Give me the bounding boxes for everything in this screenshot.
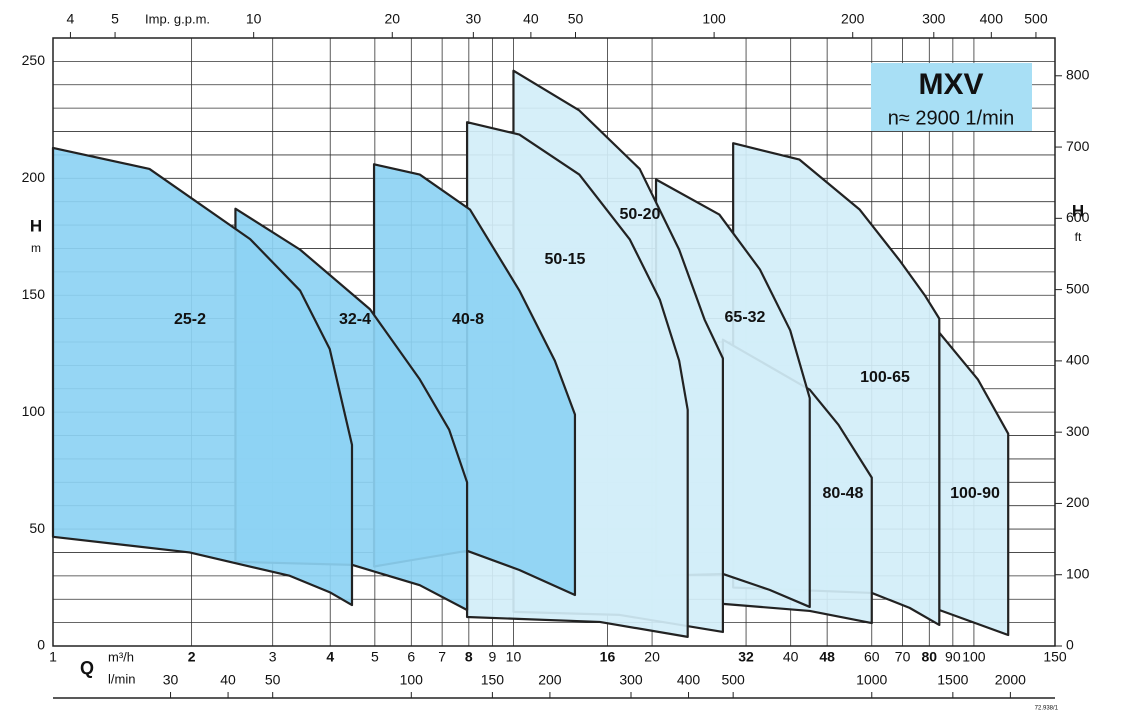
- y2-tick-label: 0: [1066, 637, 1074, 653]
- x2-tick-label: 50: [265, 672, 281, 688]
- x-tick-label: 6: [407, 649, 415, 665]
- x2-tick-label: 200: [538, 672, 562, 688]
- x-tick-label: 7: [438, 649, 446, 665]
- region-label: 40-8: [452, 311, 484, 328]
- x2-tick-label: 150: [481, 672, 505, 688]
- region-label: 100-65: [860, 369, 910, 386]
- x3-tick-label: 10: [246, 11, 262, 27]
- region-label: 80-48: [823, 485, 864, 502]
- x3-tick-label: 4: [67, 11, 75, 27]
- x2-tick-label: 100: [400, 672, 424, 688]
- x-tick-label: 5: [371, 649, 379, 665]
- y2-tick-label: 700: [1066, 138, 1090, 154]
- x-tick-label: 1: [49, 649, 57, 665]
- y2-label: H: [1072, 201, 1084, 220]
- region-label: 50-15: [545, 251, 586, 268]
- y2-tick-label: 100: [1066, 565, 1090, 581]
- x2-tick-label: 400: [677, 672, 701, 688]
- x3-tick-label: 300: [922, 11, 946, 27]
- y-tick-label: 50: [29, 520, 45, 536]
- y2-tick-label: 800: [1066, 66, 1090, 82]
- x-tick-label: 48: [819, 649, 835, 665]
- x-tick-label: 3: [269, 649, 277, 665]
- x2-tick-label: 40: [220, 672, 236, 688]
- x3-tick-label: 5: [111, 11, 119, 27]
- pump-region: [938, 331, 1010, 637]
- x-tick-label: 90: [945, 649, 961, 665]
- x-tick-label: 16: [600, 649, 616, 665]
- chart-subtitle: n≈ 2900 1/min: [888, 107, 1015, 129]
- x-unit: m³/h: [108, 649, 134, 664]
- x3-tick-label: 50: [568, 11, 584, 27]
- x3-tick-label: 40: [523, 11, 539, 27]
- x-tick-label: 9: [488, 649, 496, 665]
- y-tick-label: 150: [22, 286, 46, 302]
- region-label: 25-2: [174, 311, 206, 328]
- x2-tick-label: 500: [721, 672, 745, 688]
- x3-tick-label: 30: [466, 11, 482, 27]
- x3-tick-label: 100: [702, 11, 726, 27]
- x2-tick-label: 30: [163, 672, 179, 688]
- y2-tick-label: 300: [1066, 423, 1090, 439]
- x2-tick-label: 2000: [995, 672, 1026, 688]
- x-tick-label: 150: [1043, 649, 1067, 665]
- title-box: [871, 63, 1032, 131]
- x-tick-label: 60: [864, 649, 880, 665]
- x2-unit: l/min: [108, 671, 135, 686]
- x-tick-label: 2: [188, 649, 196, 665]
- y2-tick-label: 500: [1066, 280, 1090, 296]
- x-tick-label: 100: [962, 649, 986, 665]
- x-tick-label: 20: [644, 649, 660, 665]
- y2-tick-label: 400: [1066, 352, 1090, 368]
- y-tick-label: 100: [22, 403, 46, 419]
- region-label: 32-4: [339, 311, 371, 328]
- x2-tick-label: 1500: [937, 672, 968, 688]
- y2-tick-label: 600: [1066, 209, 1090, 225]
- x3-tick-label: 20: [384, 11, 400, 27]
- y2-unit: ft: [1075, 230, 1082, 244]
- region-label: 50-20: [620, 206, 661, 223]
- code: 72.938/1: [1035, 706, 1059, 712]
- x3-tick-label: 200: [841, 11, 865, 27]
- x3-tick-label: 500: [1024, 11, 1048, 27]
- x-tick-label: 32: [738, 649, 754, 665]
- y-tick-label: 250: [22, 52, 46, 68]
- plot-frame: [52, 37, 1056, 647]
- y2-tick-label: 200: [1066, 494, 1090, 510]
- x-tick-label: 8: [465, 649, 473, 665]
- x2-tick-label: 300: [619, 672, 643, 688]
- y-tick-label: 200: [22, 169, 46, 185]
- x-tick-label: 40: [783, 649, 799, 665]
- x3-unit: Imp. g.p.m.: [145, 11, 210, 26]
- y-tick-label: 0: [37, 637, 45, 653]
- y-unit: m: [31, 241, 41, 255]
- x2-tick-label: 1000: [856, 672, 887, 688]
- region-label: 100-90: [950, 485, 1000, 502]
- chart-title: MXV: [918, 68, 983, 101]
- x-label: Q: [80, 658, 94, 678]
- x-tick-label: 70: [895, 649, 911, 665]
- x-tick-label: 80: [922, 649, 938, 665]
- pump-region: [51, 146, 354, 607]
- y-label: H: [30, 216, 42, 235]
- region-label: 65-32: [725, 309, 766, 326]
- x-tick-label: 4: [326, 649, 334, 665]
- x3-tick-label: 400: [980, 11, 1004, 27]
- x-tick-label: 10: [506, 649, 522, 665]
